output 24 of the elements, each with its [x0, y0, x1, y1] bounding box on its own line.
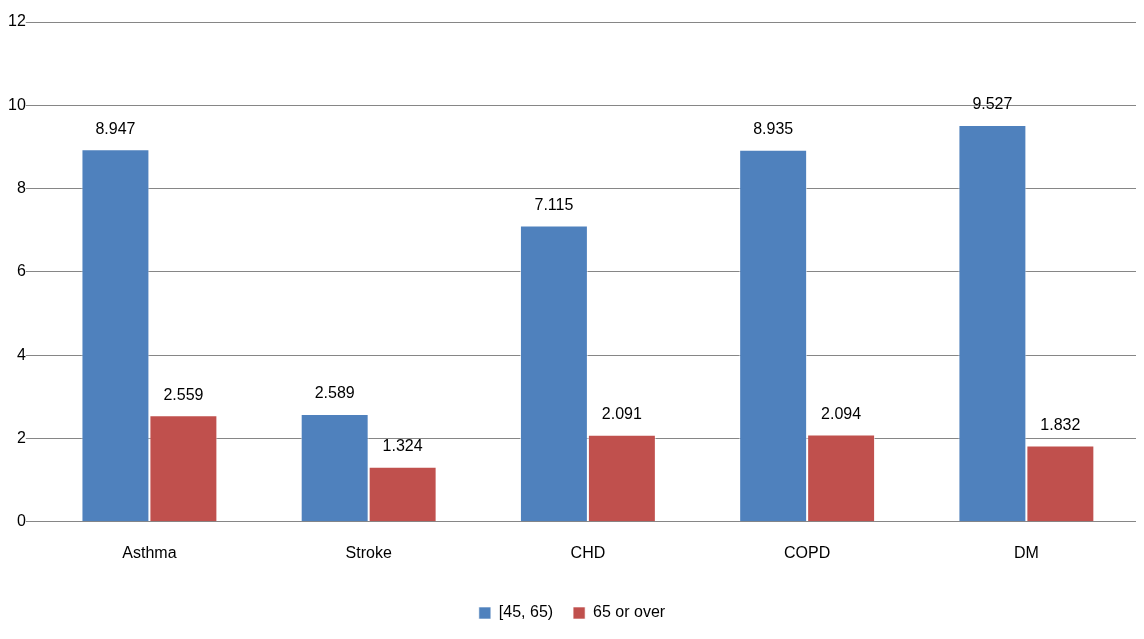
legend-label: 65 or over [593, 603, 666, 621]
x-tick-label: CHD [570, 543, 606, 561]
y-tick-label: 8 [16, 179, 26, 197]
y-tick-label: 6 [16, 262, 26, 280]
x-tick-label: Stroke [345, 543, 392, 561]
x-tick-label: Asthma [122, 543, 177, 561]
data-label: 9.527 [972, 95, 1013, 113]
legend-label: [45, 65) [498, 603, 554, 621]
x-tick-label: DM [1013, 543, 1039, 561]
data-label: 1.324 [382, 437, 423, 455]
data-label: 2.094 [821, 404, 862, 422]
data-label: 2.559 [163, 385, 204, 403]
y-tick-label: 10 [8, 95, 26, 113]
y-tick-label: 12 [8, 12, 26, 30]
y-tick-label: 2 [16, 428, 26, 446]
x-tick-label: COPD [784, 543, 831, 561]
y-tick-label: 0 [16, 512, 26, 530]
data-label: 1.832 [1040, 415, 1081, 433]
data-label: 2.589 [314, 384, 355, 402]
data-label: 8.935 [753, 120, 794, 138]
data-label: 8.947 [95, 119, 136, 137]
y-tick-label: 4 [16, 345, 26, 363]
data-label: 2.091 [601, 405, 642, 423]
data-label: 7.115 [534, 195, 574, 213]
